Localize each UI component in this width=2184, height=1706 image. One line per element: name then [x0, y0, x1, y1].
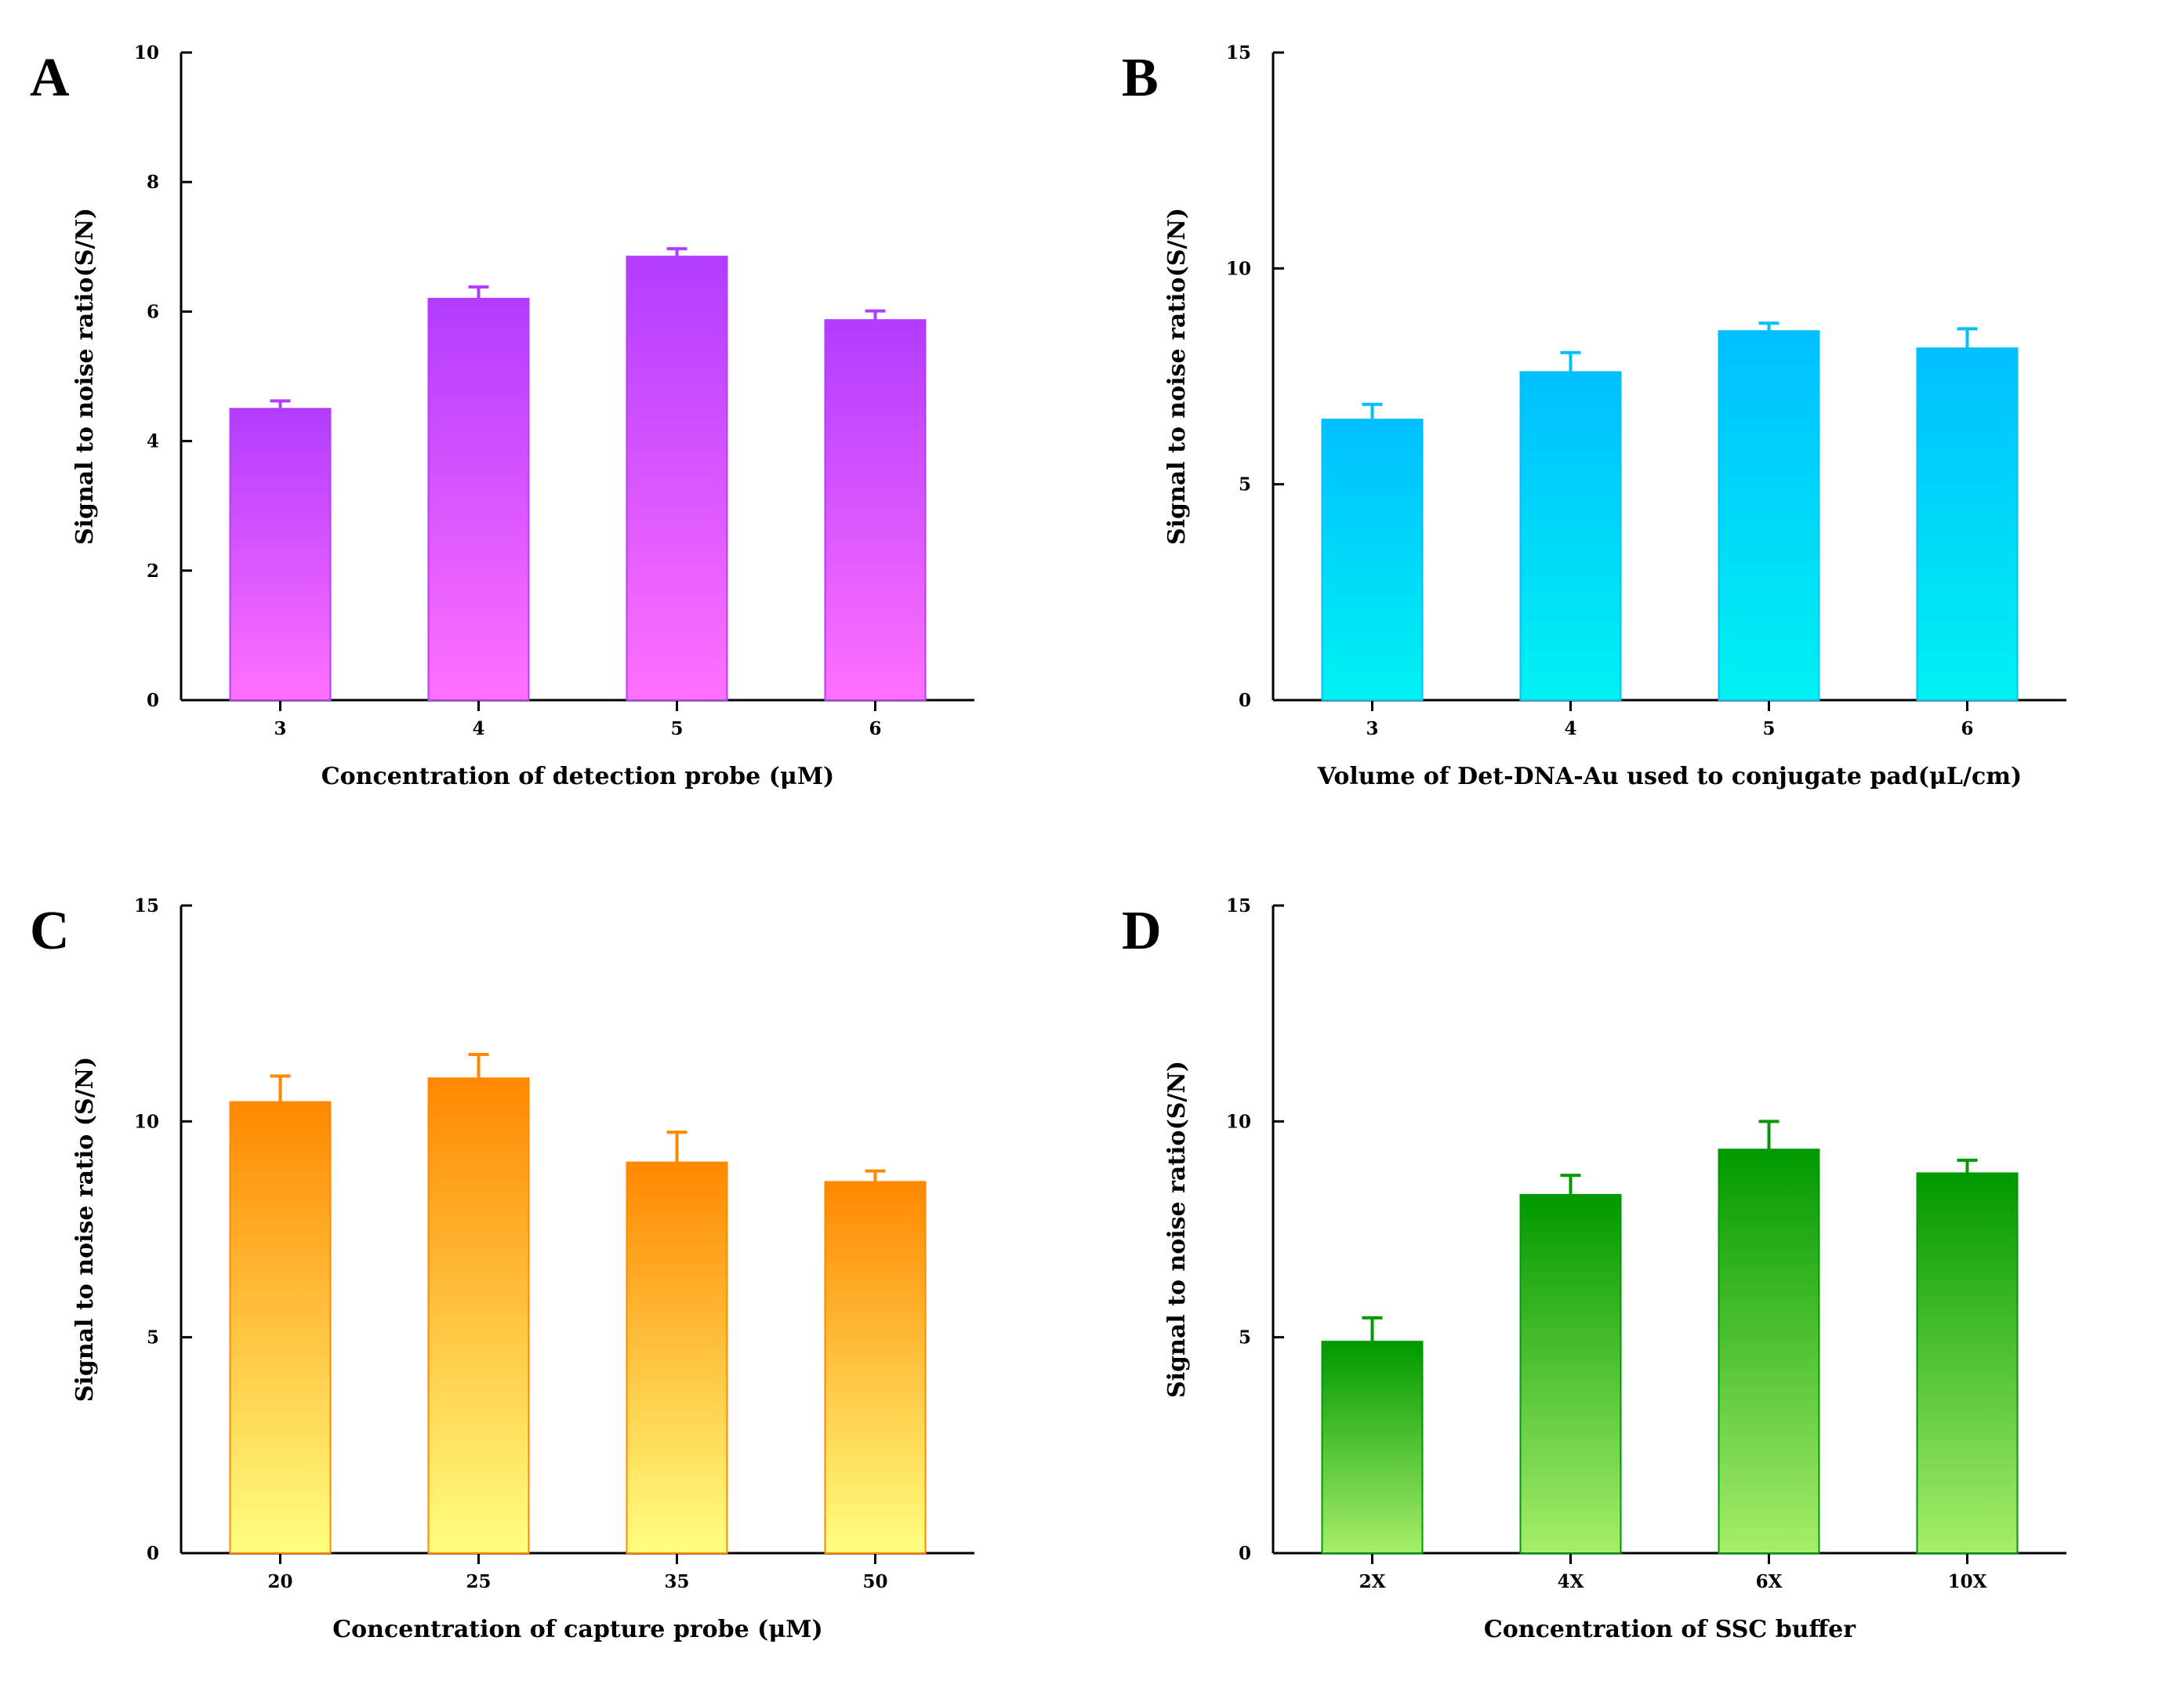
x-tick-label-c-1: 25: [466, 1571, 491, 1592]
bar-a-3: [824, 319, 927, 701]
panel-d: D 0 5 10 15 2X 4X 6X 10X Concentration of SSC buf…: [1092, 853, 2184, 1706]
x-tick-label-d-2: 6X: [1756, 1571, 1783, 1592]
x-tick-label-a-3: 6: [869, 718, 881, 739]
chart-c: C 0 5 10 15 20 25 35 50 Concentration of capture …: [30, 895, 974, 1643]
x-tick-label-b-0: 3: [1366, 718, 1378, 739]
y-tick-label-d-2: 10: [1226, 1111, 1251, 1132]
y-tick-label-a-0: 0: [147, 690, 159, 711]
y-tick-label-b-3: 15: [1226, 42, 1251, 64]
y-axis-title-a: Signal to noise ratio(S/N): [71, 208, 99, 545]
bar-b-1: [1519, 371, 1622, 701]
y-tick-label-d-0: 0: [1239, 1543, 1251, 1564]
y-tick-label-b-2: 10: [1226, 258, 1251, 279]
panel-a: A 0 2 4 6 8 10 3 4 5 6 Concentration of detection p…: [0, 0, 1092, 853]
x-axis-title-d: Concentration of SSC buffer: [1484, 1616, 1856, 1643]
y-axis-title-d: Signal to noise ratio(S/N): [1163, 1061, 1191, 1398]
y-tick-label-a-4: 8: [147, 172, 159, 193]
chart-b: B 0 5 10 15 3 4 5 6 Volume of Det-DNA-Au used to …: [1122, 42, 2066, 790]
bar-d-3: [1916, 1172, 2019, 1554]
x-tick-label-b-2: 5: [1762, 718, 1775, 739]
y-tick-label-c-3: 15: [134, 895, 159, 917]
y-tick-label-b-0: 0: [1239, 690, 1251, 711]
bar-d-1: [1519, 1193, 1622, 1554]
bar-b-2: [1718, 330, 1820, 701]
y-tick-label-a-3: 6: [147, 301, 159, 322]
bar-c-2: [626, 1161, 728, 1554]
x-tick-label-b-3: 6: [1961, 718, 1973, 739]
x-tick-label-d-1: 4X: [1558, 1571, 1584, 1592]
panel-letter-d: D: [1122, 901, 1162, 961]
chart-a: A 0 2 4 6 8 10 3 4 5 6 Concentration of detection p…: [30, 42, 974, 790]
x-axis-title-c: Concentration of capture probe (μM): [332, 1616, 822, 1643]
x-axis-title-b: Volume of Det-DNA-Au used to conjugate p…: [1317, 763, 2022, 790]
x-axis-title-a: Concentration of detection probe (μM): [321, 763, 835, 790]
bar-b-3: [1916, 347, 2019, 701]
chart-d: D 0 5 10 15 2X 4X 6X 10X Concentration of SSC buf…: [1122, 895, 2066, 1643]
x-tick-label-b-1: 4: [1564, 718, 1576, 739]
y-axis-title-c: Signal to noise ratio (S/N): [71, 1057, 99, 1402]
x-tick-label-c-0: 20: [267, 1571, 292, 1592]
x-tick-label-a-0: 3: [274, 718, 286, 739]
y-tick-label-d-1: 5: [1239, 1327, 1251, 1348]
panel-b: B 0 5 10 15 3 4 5 6 Volume of Det-DNA-Au used to …: [1092, 0, 2184, 853]
y-tick-label-c-2: 10: [134, 1111, 159, 1132]
panel-c: C 0 5 10 15 20 25 35 50 Concentration of capture …: [0, 853, 1092, 1706]
panel-letter-b: B: [1122, 48, 1159, 108]
panel-letter-c: C: [30, 901, 70, 961]
bar-b-0: [1321, 419, 1424, 701]
y-tick-label-c-0: 0: [147, 1543, 159, 1564]
bar-d-2: [1718, 1149, 1820, 1555]
x-tick-label-a-2: 5: [670, 718, 683, 739]
x-tick-label-d-0: 2X: [1359, 1571, 1386, 1592]
y-tick-label-c-1: 5: [147, 1327, 159, 1348]
y-tick-label-a-5: 10: [134, 42, 159, 64]
x-tick-label-c-2: 35: [664, 1571, 689, 1592]
x-tick-label-a-1: 4: [472, 718, 484, 739]
bar-c-1: [427, 1077, 530, 1554]
bar-d-0: [1321, 1341, 1424, 1554]
x-tick-label-d-3: 10X: [1948, 1571, 1987, 1592]
y-tick-label-a-1: 2: [147, 561, 159, 582]
bar-a-1: [427, 297, 530, 701]
y-tick-label-b-1: 5: [1239, 474, 1251, 495]
x-tick-label-c-3: 50: [862, 1571, 887, 1592]
bar-c-3: [824, 1181, 927, 1554]
bar-a-0: [229, 408, 332, 701]
bar-c-0: [229, 1101, 332, 1554]
panel-letter-a: A: [30, 48, 70, 108]
bar-a-2: [626, 256, 728, 701]
y-tick-label-d-3: 15: [1226, 895, 1251, 917]
y-axis-title-b: Signal to noise ratio(S/N): [1163, 208, 1191, 545]
y-tick-label-a-2: 4: [147, 431, 159, 452]
